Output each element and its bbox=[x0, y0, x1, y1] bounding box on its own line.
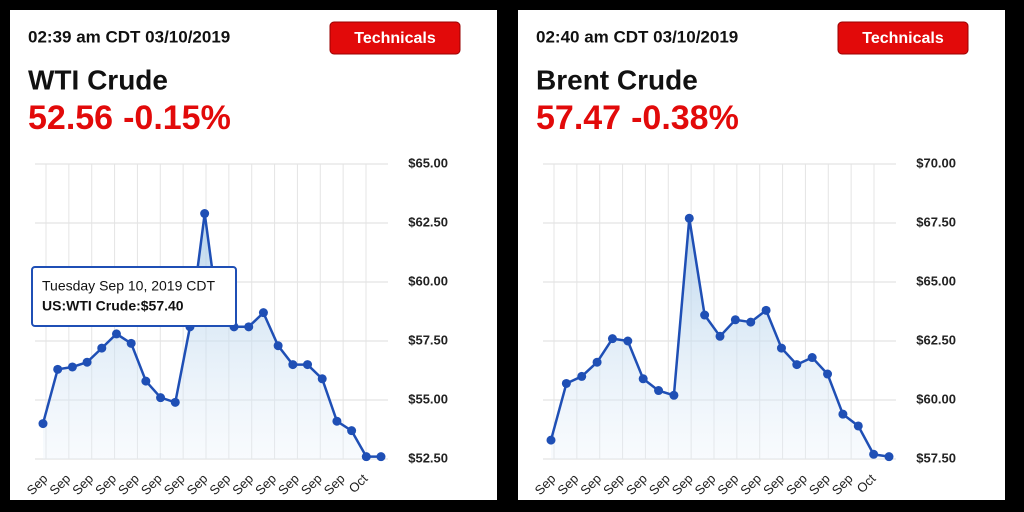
chart-panel: 02:40 am CDT 03/10/2019 Technicals Brent C… bbox=[518, 10, 1005, 500]
data-point bbox=[332, 416, 342, 426]
area bbox=[43, 213, 381, 459]
data-point bbox=[669, 390, 679, 400]
data-point bbox=[838, 409, 848, 419]
y-tick-label: $60.00 bbox=[408, 273, 448, 288]
data-point bbox=[715, 331, 725, 341]
timestamp: 02:39 am CDT 03/10/2019 bbox=[28, 27, 230, 46]
change: -0.38% bbox=[631, 99, 739, 137]
data-point bbox=[592, 357, 602, 367]
data-point bbox=[317, 374, 327, 384]
technicals-button-label[interactable]: Technicals bbox=[354, 30, 436, 47]
data-point bbox=[67, 362, 77, 372]
data-point bbox=[258, 308, 268, 318]
data-point bbox=[746, 317, 756, 327]
price: 57.47 bbox=[536, 99, 621, 137]
data-point bbox=[853, 421, 863, 431]
data-point bbox=[823, 369, 833, 379]
price-line: 57.47 -0.38% bbox=[536, 99, 739, 137]
y-tick-label: $57.50 bbox=[408, 332, 448, 347]
data-point bbox=[884, 452, 894, 462]
technicals-button-label[interactable]: Technicals bbox=[862, 30, 944, 47]
chart-panel: 02:39 am CDT 03/10/2019 Technicals WTI Cru… bbox=[10, 10, 497, 500]
data-point bbox=[273, 341, 283, 351]
data-point bbox=[361, 452, 371, 462]
data-point bbox=[654, 386, 664, 396]
data-point bbox=[141, 376, 151, 386]
y-tick-label: $65.00 bbox=[408, 155, 448, 170]
technicals-button[interactable] bbox=[329, 21, 461, 55]
data-point bbox=[792, 360, 802, 370]
y-tick-label: $57.50 bbox=[916, 450, 956, 465]
instrument-title: Brent Crude bbox=[536, 64, 698, 95]
data-point bbox=[807, 353, 817, 363]
data-point bbox=[776, 343, 786, 353]
instrument-title: WTI Crude bbox=[28, 64, 168, 95]
data-point bbox=[376, 452, 386, 462]
data-point bbox=[561, 378, 571, 388]
data-point bbox=[53, 364, 63, 374]
data-point bbox=[156, 393, 166, 403]
data-point bbox=[761, 305, 771, 315]
y-tick-label: $52.50 bbox=[408, 450, 448, 465]
y-tick-label: $70.00 bbox=[916, 155, 956, 170]
tooltip-text: US:WTI Crude:$57.40 bbox=[42, 298, 184, 314]
data-point bbox=[638, 374, 648, 384]
data-point bbox=[97, 343, 107, 353]
y-tick-label: $62.50 bbox=[916, 332, 956, 347]
timestamp: 02:40 am CDT 03/10/2019 bbox=[536, 27, 738, 46]
data-point bbox=[244, 322, 254, 332]
data-point bbox=[170, 397, 180, 407]
data-point bbox=[82, 357, 92, 367]
price: 52.56 bbox=[28, 99, 113, 137]
data-point bbox=[288, 360, 298, 370]
y-tick-label: $55.00 bbox=[408, 391, 448, 406]
data-point bbox=[730, 315, 740, 325]
data-point bbox=[347, 426, 357, 436]
data-point bbox=[700, 310, 710, 320]
data-point bbox=[126, 338, 136, 348]
data-point bbox=[577, 371, 587, 381]
tooltip-title: Tuesday Sep 10, 2019 CDT bbox=[42, 278, 215, 294]
technicals-button[interactable] bbox=[837, 21, 969, 55]
price-line: 52.56 -0.15% bbox=[28, 99, 231, 137]
data-point bbox=[38, 419, 48, 429]
data-point bbox=[623, 336, 633, 346]
y-tick-label: $60.00 bbox=[916, 391, 956, 406]
tooltip-box bbox=[31, 266, 237, 327]
y-tick-label: $62.50 bbox=[408, 214, 448, 229]
change: -0.15% bbox=[123, 99, 231, 137]
y-tick-label: $67.50 bbox=[916, 214, 956, 229]
y-tick-label: $65.00 bbox=[916, 273, 956, 288]
data-point bbox=[111, 329, 121, 339]
data-point bbox=[607, 334, 617, 344]
data-point bbox=[200, 209, 210, 219]
data-point bbox=[546, 435, 556, 445]
data-point bbox=[684, 213, 694, 223]
data-point bbox=[869, 449, 879, 459]
data-point bbox=[303, 360, 313, 370]
